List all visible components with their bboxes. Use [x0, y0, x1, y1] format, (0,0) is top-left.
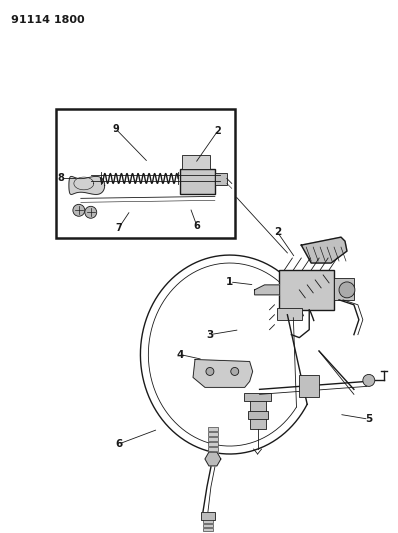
Bar: [182, 155, 210, 168]
Bar: [203, 531, 213, 533]
Bar: [180, 168, 215, 195]
Text: 7: 7: [115, 223, 122, 233]
Bar: [277, 308, 302, 320]
Bar: [299, 375, 319, 397]
Circle shape: [339, 282, 355, 298]
Text: 2: 2: [274, 227, 281, 237]
Text: 6: 6: [115, 439, 122, 449]
Bar: [208, 427, 218, 431]
Polygon shape: [69, 176, 105, 195]
Circle shape: [206, 367, 214, 375]
Bar: [244, 393, 271, 401]
Bar: [208, 432, 218, 436]
Text: 6: 6: [194, 221, 200, 231]
Text: 9: 9: [112, 124, 119, 134]
Text: 2: 2: [215, 126, 221, 136]
Polygon shape: [205, 452, 221, 466]
Bar: [248, 411, 267, 419]
Text: 4: 4: [176, 350, 184, 360]
Bar: [215, 173, 227, 185]
Circle shape: [73, 204, 85, 216]
Polygon shape: [193, 360, 253, 387]
Text: 91114 1800: 91114 1800: [11, 15, 85, 25]
Circle shape: [85, 206, 97, 218]
Bar: [203, 528, 213, 531]
Polygon shape: [255, 285, 279, 295]
Bar: [250, 399, 265, 429]
Circle shape: [363, 375, 375, 386]
Bar: [56, 109, 235, 238]
Bar: [208, 442, 218, 446]
Text: 5: 5: [365, 414, 373, 424]
Polygon shape: [301, 237, 347, 263]
Bar: [334, 278, 354, 300]
Text: 3: 3: [206, 329, 214, 340]
Circle shape: [231, 367, 239, 375]
Bar: [203, 523, 213, 527]
Text: 8: 8: [58, 173, 64, 183]
Text: 1: 1: [226, 277, 233, 287]
Bar: [279, 270, 334, 310]
Bar: [208, 447, 218, 451]
Bar: [208, 437, 218, 441]
Bar: [201, 512, 215, 520]
Bar: [203, 520, 213, 523]
